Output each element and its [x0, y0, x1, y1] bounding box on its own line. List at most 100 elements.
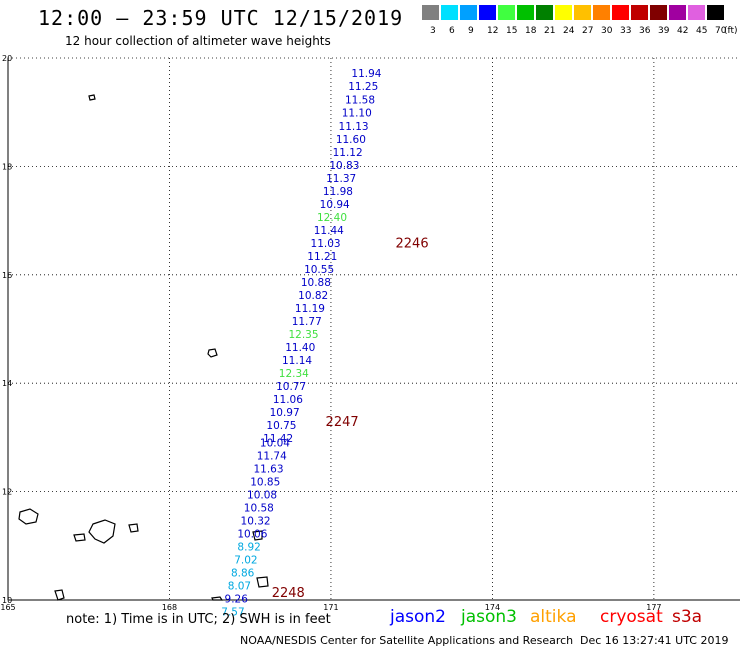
wave-height-value: 10.08 — [247, 489, 277, 501]
wave-height-value: 10.88 — [301, 277, 331, 289]
wave-height-value: 11.14 — [282, 355, 312, 367]
satellite-legend-item: s3a — [672, 607, 703, 627]
colorbar-label: 6 — [449, 26, 455, 36]
wave-height-value: 10.55 — [304, 264, 334, 276]
colorbar-swatch — [460, 5, 477, 20]
island-outline — [252, 530, 263, 541]
colorbar-label: 42 — [677, 26, 689, 36]
colorbar-swatch — [669, 5, 686, 20]
pass-time-label: 2248 — [272, 586, 305, 601]
wave-height-value: 11.13 — [339, 121, 369, 133]
wave-height-value: 12.40 — [317, 212, 347, 224]
satellite-legend-item: jason3 — [461, 607, 517, 627]
wave-height-value: 10.32 — [241, 515, 271, 527]
colorbar-label: 9 — [468, 26, 474, 36]
colorbar-swatch — [498, 5, 515, 20]
colorbar-swatch — [479, 5, 496, 20]
lat-tick-label: 18 — [2, 162, 12, 171]
colorbar-swatch — [441, 5, 458, 20]
colorbar-swatch — [422, 5, 439, 20]
colorbar-label: 33 — [620, 26, 632, 36]
colorbar-label: 30 — [601, 26, 613, 36]
colorbar-label: 27 — [582, 26, 594, 36]
colorbar-label: 3 — [430, 26, 436, 36]
wave-height-value: 11.10 — [342, 108, 372, 120]
island-outline — [18, 508, 39, 525]
lon-tick-label: 168 — [162, 603, 177, 612]
colorbar-swatch — [650, 5, 667, 20]
colorbar-swatch — [517, 5, 534, 20]
wave-height-value: 10.58 — [244, 502, 274, 514]
colorbar-swatch — [612, 5, 629, 20]
wave-height-value: 11.58 — [345, 95, 375, 107]
island-outline — [54, 589, 65, 601]
wave-height-value: 10.94 — [320, 199, 350, 211]
wave-height-value: 11.19 — [295, 303, 325, 315]
island-outline — [73, 533, 86, 542]
colorbar-label: 24 — [563, 26, 575, 36]
lon-tick-label: 177 — [646, 603, 661, 612]
pass-time-labels: 2246 2247 2248 — [272, 236, 429, 601]
satellite-legend-item: jason2 — [390, 607, 446, 627]
satellite-legend-item: altika — [530, 607, 577, 627]
wave-height-value: 8.92 — [237, 541, 260, 553]
island-outline — [256, 576, 269, 588]
colorbar-label: 21 — [544, 26, 556, 36]
wave-height-value: 11.63 — [253, 463, 283, 475]
lat-tick-label: 12 — [2, 488, 12, 497]
island-outline — [88, 94, 96, 101]
pass-time-label: 2246 — [396, 236, 429, 251]
wave-height-value: 10.97 — [270, 407, 300, 419]
lon-tick-label: 174 — [485, 603, 500, 612]
colorbar-swatch — [707, 5, 724, 20]
wave-height-value: 11.44 — [314, 225, 344, 237]
wave-height-value: 11.74 — [257, 450, 287, 462]
wave-height-value: 10.75 — [266, 420, 296, 432]
wave-height-value: 10.83 — [329, 160, 359, 172]
lat-tick-label: 10 — [2, 596, 12, 605]
generated-timestamp: Dec 16 13:27:41 UTC 2019 — [580, 634, 729, 647]
island-outline — [88, 519, 116, 544]
colorbar-label: 15 — [506, 26, 518, 36]
lat-lon-grid — [7, 57, 740, 601]
wave-height-value: 11.42 — [263, 433, 293, 445]
wave-height-value: 11.37 — [326, 173, 356, 185]
wave-height-value: 11.94 — [351, 68, 381, 80]
wave-height-value: 11.12 — [333, 147, 363, 159]
wave-height-value: 11.03 — [311, 238, 341, 250]
wave-height-value: 11.06 — [273, 394, 303, 406]
wave-height-value: 11.98 — [323, 186, 353, 198]
lat-tick-label: 14 — [2, 379, 12, 388]
colorbar-unit: (ft) — [724, 26, 738, 36]
wave-height-value: 12.34 — [279, 368, 309, 380]
wave-height-value: 8.07 — [228, 580, 251, 592]
colorbar-label: 39 — [658, 26, 670, 36]
map-title: 12:00 — 23:59 UTC 12/15/2019 — [38, 6, 404, 30]
wave-height-value: 10.04 — [260, 437, 290, 449]
wave-height-value: 12.35 — [288, 329, 318, 341]
island-outline — [207, 348, 218, 358]
colorbar-label: 70 — [715, 26, 727, 36]
colorbar-swatch — [688, 5, 705, 20]
island-outlines — [18, 94, 269, 601]
wave-height-value: 10.06 — [237, 528, 267, 540]
colorbar-swatch — [555, 5, 572, 20]
colorbar-label: 36 — [639, 26, 651, 36]
colorbar-swatch — [631, 5, 648, 20]
wave-height-value: 11.21 — [307, 251, 337, 263]
colorbar-label: 45 — [696, 26, 708, 36]
colorbar-label: 18 — [525, 26, 537, 36]
units-note: note: 1) Time is in UTC; 2) SWH is in fe… — [66, 612, 331, 627]
satellite-legend-item: cryosat — [600, 607, 663, 627]
wave-height-value: 11.60 — [336, 134, 366, 146]
wave-height-value: 7.57 — [221, 606, 244, 618]
wave-height-value: 7.02 — [234, 554, 257, 566]
island-outline — [211, 596, 224, 601]
colorbar-label: 12 — [487, 26, 499, 36]
lat-tick-label: 16 — [2, 271, 12, 280]
wave-height-value: 11.25 — [348, 81, 378, 93]
lat-tick-label: 20 — [2, 54, 12, 63]
